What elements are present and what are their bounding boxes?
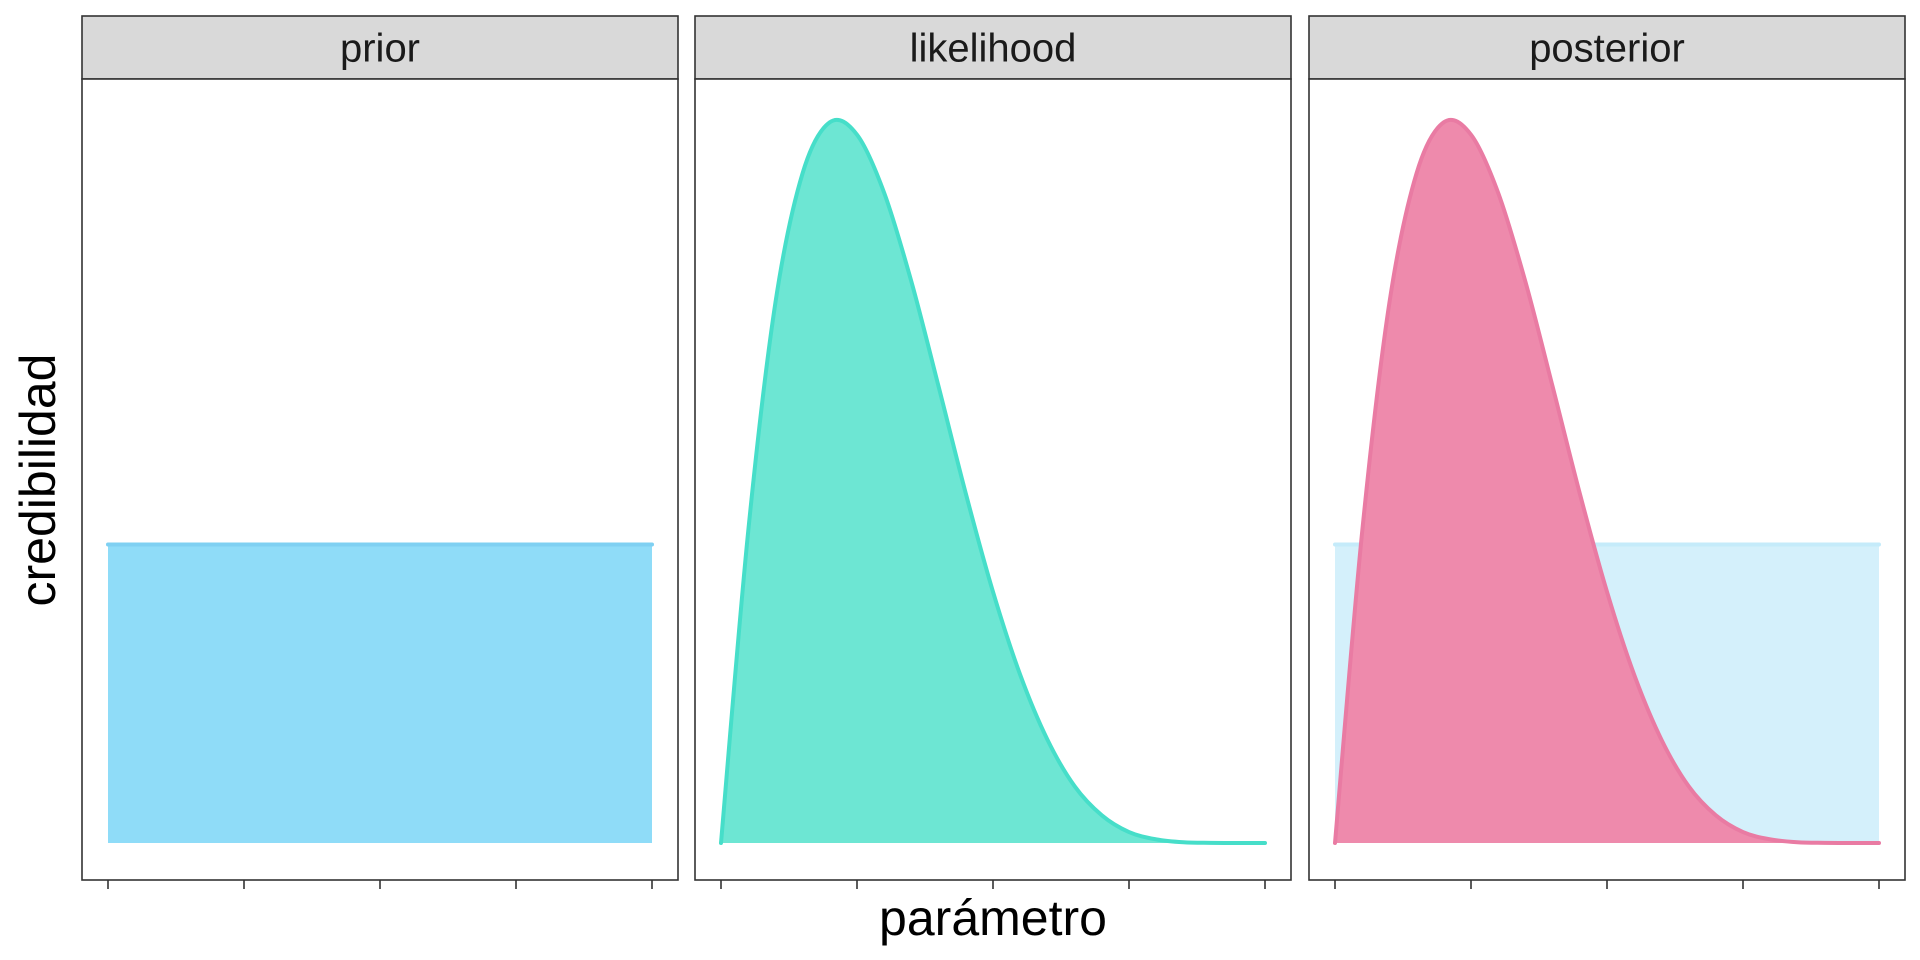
facet-posterior: posterior [1308, 15, 1906, 889]
area-outline-1 [1333, 117, 1881, 845]
area-fill-0 [108, 544, 652, 843]
y-axis-title: credibilidad [10, 354, 66, 607]
facet-likelihood: likelihood [694, 15, 1292, 889]
facet-strip-label: posterior [1529, 27, 1685, 71]
facet-strip-label: likelihood [910, 27, 1077, 71]
facet-strip [694, 15, 1292, 80]
facet-strip-label: prior [340, 27, 420, 71]
area-fill-1 [1335, 119, 1879, 844]
area-outline-0 [719, 117, 1267, 845]
x-axis-title: parámetro [879, 890, 1107, 946]
facet-prior: prior [81, 15, 679, 889]
facets-layer: prior likelihood posterior [81, 15, 1906, 889]
facet-strip [1308, 15, 1906, 80]
area-fill-0 [721, 119, 1265, 844]
facet-strip [81, 15, 679, 80]
